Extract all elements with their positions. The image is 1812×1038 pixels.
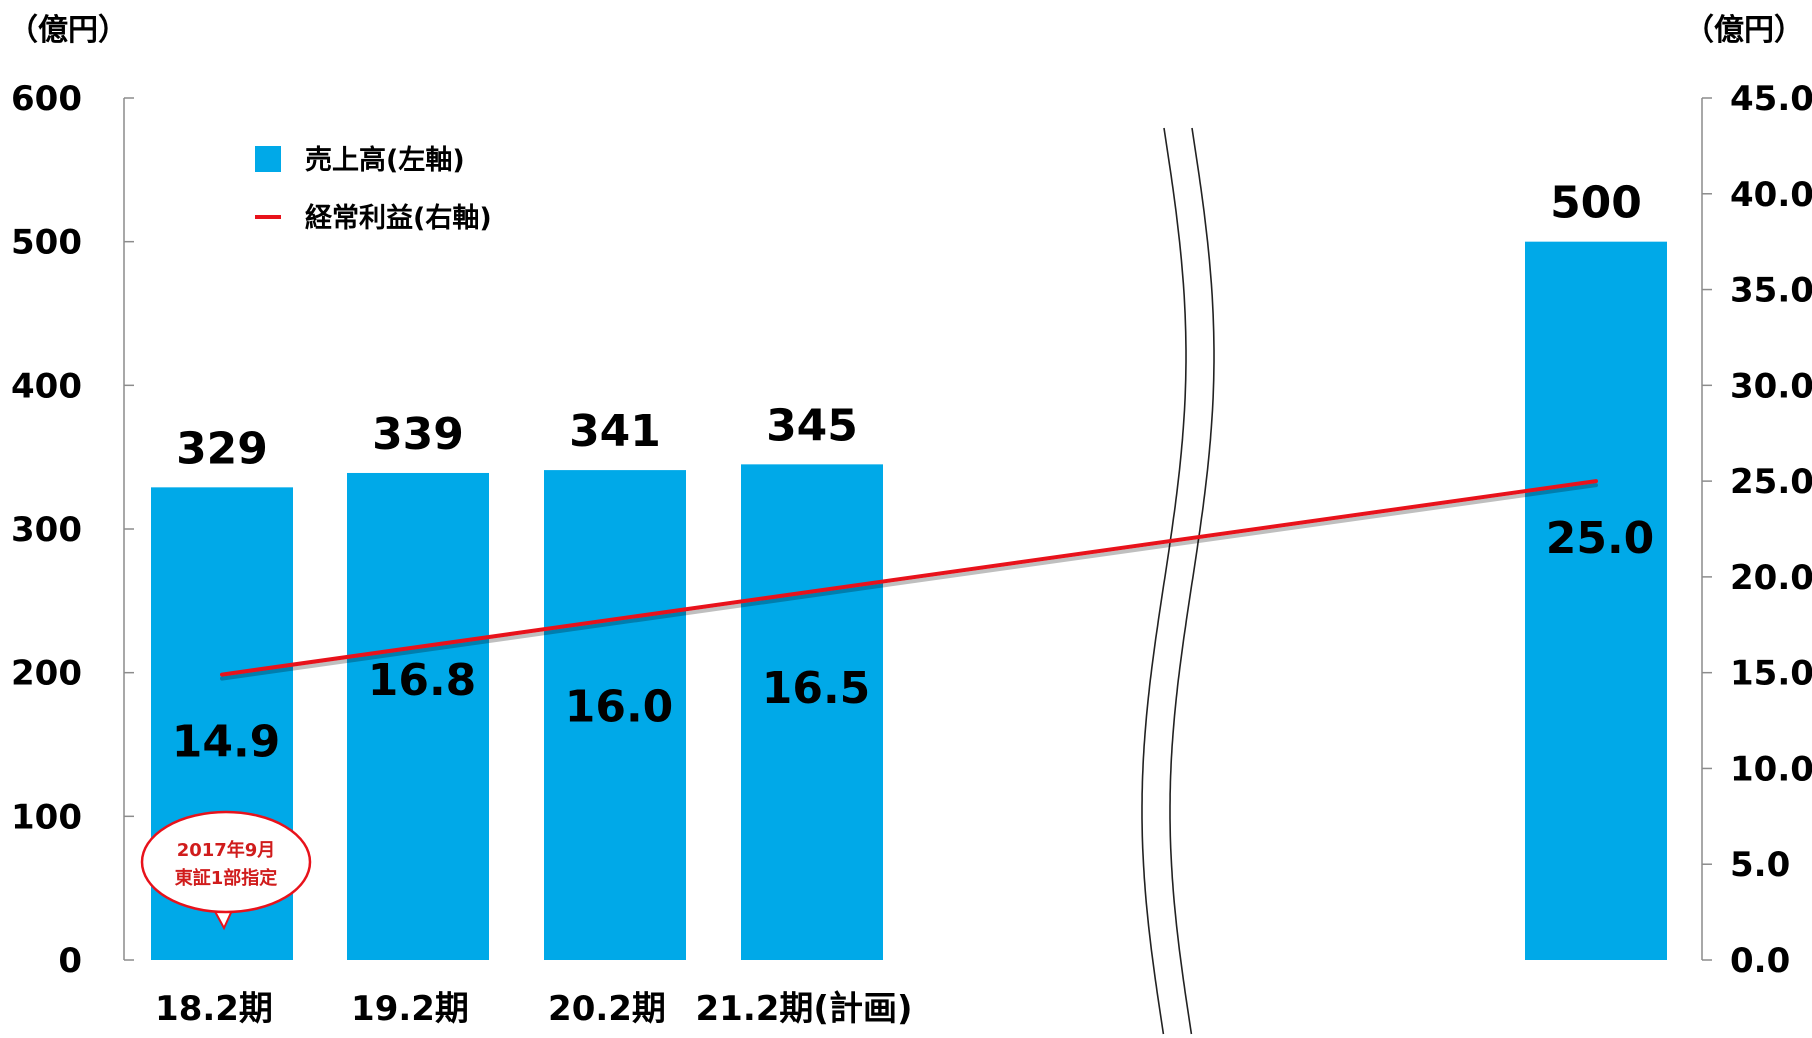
line-series-shadow: [220, 483, 1598, 681]
left-axis-tick-label: 500: [11, 223, 82, 263]
left-axis-unit: （億円）: [8, 13, 128, 48]
right-axis-unit: （億円）: [1684, 13, 1804, 48]
category-label: 19.2期: [351, 989, 469, 1029]
axis-break: [1141, 127, 1215, 1035]
bar-value-label: 339: [372, 409, 464, 460]
right-axis-tick-label: 35.0: [1730, 271, 1812, 311]
left-axis-tick-label: 0: [58, 941, 82, 981]
bar-value-label: 345: [766, 400, 858, 451]
line-value-label: 14.9: [172, 717, 281, 768]
bar-value-label: 341: [569, 406, 661, 457]
right-axis-tick-label: 40.0: [1730, 175, 1812, 215]
right-axis-tick-label: 5.0: [1730, 845, 1790, 885]
right-axis-tick-label: 20.0: [1730, 558, 1812, 598]
annotation-text: 2017年9月: [177, 839, 276, 861]
legend-label-bar: 売上高(左軸): [305, 144, 465, 176]
category-label: 18.2期: [155, 989, 273, 1029]
legend: 売上高(左軸) 経常利益(右軸): [255, 144, 492, 234]
line-value-label: 16.5: [762, 663, 871, 714]
right-axis-tick-label: 0.0: [1730, 941, 1790, 981]
axis-break-line: [1169, 127, 1215, 1035]
line-value-label: 16.0: [565, 682, 674, 733]
annotation-pointer-join: [213, 902, 232, 910]
left-axis-tick-label: 300: [11, 510, 82, 550]
right-axis-tick-label: 15.0: [1730, 654, 1812, 694]
bar: [1525, 241, 1667, 960]
bar-value-label: 500: [1550, 178, 1642, 229]
category-label: 21.2期(計画): [696, 989, 913, 1029]
axis-break-gap: [1142, 128, 1214, 1034]
line-value-label: 16.8: [368, 655, 477, 706]
line-series-path: [220, 479, 1598, 677]
line-value-label: 25.0: [1546, 513, 1655, 564]
axes: （億円） （億円） 0 100 200 300 400 500 600 0.0 5.0 10.0 15.…: [8, 13, 1812, 981]
legend-label-line: 経常利益(右軸): [305, 202, 492, 234]
annotation-text: 東証1部指定: [175, 867, 278, 889]
right-axis-tick-label: 30.0: [1730, 366, 1812, 406]
left-axis-tick-label: 400: [11, 366, 82, 406]
right-axis-tick-label: 10.0: [1730, 749, 1812, 789]
right-axis-tick-label: 25.0: [1730, 462, 1812, 502]
left-axis-tick-label: 200: [11, 654, 82, 694]
legend-swatch-bar: [255, 146, 281, 172]
left-axis-tick-label: 100: [11, 797, 82, 837]
data-labels: 329 339 341 345 500 18.2期 19.2期 20.2期 21.2期(計画) 1…: [155, 178, 1654, 1029]
axis-break-line: [1141, 127, 1187, 1035]
line-series: [220, 479, 1598, 681]
annotation-bubble: [140, 810, 312, 914]
bar: [741, 464, 883, 960]
left-axis-tick-label: 600: [11, 79, 82, 119]
bar: [347, 472, 489, 960]
right-axis-tick-label: 45.0: [1730, 79, 1812, 119]
bar: [544, 470, 686, 960]
category-label: 20.2期: [548, 989, 666, 1029]
bar-value-label: 329: [176, 423, 268, 474]
bars: [151, 241, 1667, 960]
